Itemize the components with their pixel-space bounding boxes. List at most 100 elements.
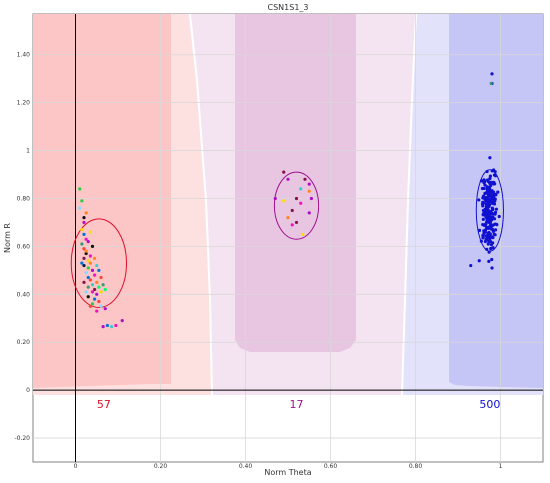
data-point bbox=[483, 183, 487, 187]
x-tick-label: 1 bbox=[499, 463, 503, 470]
data-point bbox=[80, 242, 84, 246]
data-point bbox=[88, 254, 92, 258]
data-point bbox=[494, 193, 498, 197]
data-point bbox=[485, 247, 489, 251]
y-tick-label: 0.60 bbox=[17, 243, 31, 250]
data-point bbox=[484, 196, 489, 201]
data-point bbox=[86, 275, 90, 280]
data-point bbox=[88, 261, 92, 265]
cluster-count-label: 57 bbox=[97, 398, 111, 411]
data-point bbox=[282, 170, 286, 174]
data-point bbox=[477, 198, 481, 202]
data-point bbox=[299, 201, 303, 205]
data-point bbox=[93, 287, 97, 292]
y-axis-label: Norm R bbox=[3, 223, 12, 253]
data-point bbox=[307, 182, 311, 186]
data-point bbox=[95, 309, 99, 313]
x-tick-label: 0.20 bbox=[154, 463, 168, 470]
data-point bbox=[494, 207, 499, 211]
data-point bbox=[82, 247, 86, 251]
data-point bbox=[80, 199, 84, 203]
cluster-ellipse bbox=[273, 171, 320, 240]
data-point bbox=[97, 268, 101, 272]
data-point bbox=[90, 283, 95, 287]
data-point bbox=[492, 232, 496, 236]
data-point bbox=[97, 299, 101, 304]
cluster-regions bbox=[33, 13, 543, 396]
data-point bbox=[80, 261, 84, 265]
data-point bbox=[294, 196, 299, 201]
y-tick-label: 1.20 bbox=[17, 100, 31, 107]
region-boundary-2 bbox=[401, 13, 417, 396]
y-tick-label: 0 bbox=[26, 387, 30, 394]
data-point bbox=[88, 278, 92, 282]
data-point bbox=[485, 169, 489, 174]
data-point bbox=[481, 236, 485, 240]
data-point bbox=[491, 246, 495, 250]
data-point bbox=[487, 218, 491, 222]
data-point bbox=[84, 271, 88, 275]
y-tick-label: -0.20 bbox=[14, 435, 30, 442]
data-point bbox=[294, 220, 299, 225]
data-point bbox=[290, 208, 294, 213]
data-point bbox=[491, 223, 496, 227]
data-point bbox=[286, 216, 290, 220]
data-point bbox=[486, 242, 490, 246]
data-point bbox=[477, 228, 482, 232]
data-point bbox=[479, 239, 483, 243]
data-point bbox=[482, 186, 486, 191]
data-point bbox=[491, 182, 496, 186]
data-point bbox=[489, 243, 494, 247]
data-point bbox=[101, 325, 105, 329]
data-point bbox=[481, 217, 485, 221]
tick-labels: 0 0.20 0.40 0.60 0.80 1 -0.20 0 0.20 0.40 0.60 0.80… bbox=[14, 52, 502, 470]
data-point bbox=[482, 223, 487, 227]
data-point bbox=[105, 323, 109, 328]
y-tick-label: 1 bbox=[26, 148, 30, 155]
data-point bbox=[490, 72, 494, 76]
data-point bbox=[86, 285, 90, 289]
data-point bbox=[487, 259, 491, 263]
data-point bbox=[493, 228, 498, 232]
data-point bbox=[480, 202, 485, 206]
cluster-count-labels: 57 17 500 bbox=[97, 398, 501, 411]
data-point bbox=[84, 251, 88, 256]
data-point bbox=[95, 292, 99, 296]
data-point bbox=[477, 259, 481, 263]
data-point bbox=[469, 263, 473, 268]
data-point bbox=[481, 196, 485, 200]
data-points bbox=[78, 72, 501, 329]
data-point bbox=[86, 259, 90, 263]
data-point bbox=[97, 285, 101, 289]
data-point bbox=[90, 244, 95, 248]
data-point bbox=[88, 230, 92, 234]
data-point bbox=[93, 256, 97, 260]
data-point bbox=[483, 230, 488, 234]
data-point bbox=[86, 266, 90, 270]
region-boundary-1 bbox=[189, 13, 213, 396]
data-point bbox=[90, 268, 95, 272]
data-point bbox=[486, 192, 490, 196]
data-point bbox=[84, 237, 88, 241]
data-point bbox=[484, 205, 488, 209]
data-point bbox=[489, 81, 493, 86]
data-point bbox=[485, 225, 489, 229]
data-point bbox=[93, 273, 97, 277]
x-tick-label: 0 bbox=[74, 463, 78, 470]
region-zone-1-core bbox=[33, 14, 171, 388]
data-point bbox=[299, 187, 303, 191]
data-point bbox=[492, 199, 496, 203]
data-point bbox=[82, 280, 86, 284]
data-point bbox=[491, 190, 496, 194]
data-point bbox=[80, 228, 84, 232]
data-point bbox=[78, 206, 82, 210]
data-point bbox=[486, 231, 491, 235]
data-point bbox=[482, 211, 486, 215]
data-point bbox=[493, 212, 497, 216]
data-point bbox=[93, 297, 97, 301]
x-tick-label: 0.40 bbox=[239, 463, 253, 470]
y-tick-label: 0.20 bbox=[17, 339, 31, 346]
data-point bbox=[82, 232, 86, 237]
data-point bbox=[490, 212, 494, 216]
